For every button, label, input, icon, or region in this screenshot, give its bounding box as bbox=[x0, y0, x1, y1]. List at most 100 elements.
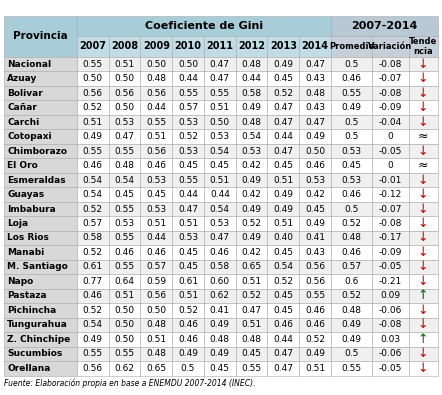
Bar bbox=[267, 332, 299, 346]
Bar bbox=[4, 100, 77, 115]
Text: 0.48: 0.48 bbox=[210, 335, 230, 344]
Bar bbox=[299, 130, 331, 144]
Bar bbox=[299, 173, 331, 187]
Text: Nacional: Nacional bbox=[7, 60, 51, 69]
Bar bbox=[204, 216, 236, 231]
Bar bbox=[408, 318, 438, 332]
Text: 0.53: 0.53 bbox=[146, 205, 166, 214]
Bar bbox=[141, 202, 172, 216]
Text: 0.53: 0.53 bbox=[146, 175, 166, 184]
Text: 0.51: 0.51 bbox=[210, 175, 230, 184]
Text: 0.56: 0.56 bbox=[305, 262, 325, 271]
Text: 0.55: 0.55 bbox=[210, 89, 230, 98]
Bar bbox=[172, 202, 204, 216]
Text: ↓: ↓ bbox=[418, 188, 428, 201]
Bar bbox=[299, 57, 331, 71]
Bar bbox=[408, 260, 438, 274]
Bar bbox=[299, 346, 331, 361]
Text: 0.49: 0.49 bbox=[242, 205, 262, 214]
Bar bbox=[372, 173, 408, 187]
Text: 0.49: 0.49 bbox=[210, 320, 230, 329]
Text: 2012: 2012 bbox=[238, 41, 265, 51]
Text: 0.42: 0.42 bbox=[305, 190, 325, 199]
Bar bbox=[172, 361, 204, 376]
Bar bbox=[4, 187, 77, 202]
Bar bbox=[408, 231, 438, 245]
Bar bbox=[299, 231, 331, 245]
Text: 0.47: 0.47 bbox=[274, 118, 293, 127]
Bar bbox=[77, 57, 109, 71]
Text: 2008: 2008 bbox=[111, 41, 138, 51]
Text: 0.5: 0.5 bbox=[181, 364, 195, 373]
Text: 0.46: 0.46 bbox=[83, 292, 103, 301]
Text: 0.56: 0.56 bbox=[146, 147, 166, 156]
Bar bbox=[172, 144, 204, 158]
Bar bbox=[408, 36, 438, 57]
Text: 0.09: 0.09 bbox=[380, 292, 400, 301]
Text: 0.48: 0.48 bbox=[146, 320, 166, 329]
Bar bbox=[331, 36, 372, 57]
Text: 0.53: 0.53 bbox=[178, 233, 198, 243]
Bar bbox=[331, 332, 372, 346]
Bar bbox=[372, 202, 408, 216]
Text: El Oro: El Oro bbox=[7, 161, 38, 170]
Bar bbox=[236, 245, 267, 260]
Text: 0.5: 0.5 bbox=[344, 132, 359, 141]
Bar bbox=[267, 86, 299, 100]
Bar bbox=[408, 216, 438, 231]
Text: 0.47: 0.47 bbox=[305, 60, 325, 69]
Bar bbox=[408, 100, 438, 115]
Text: 0.55: 0.55 bbox=[83, 147, 103, 156]
Bar bbox=[236, 187, 267, 202]
Text: Sucumbios: Sucumbios bbox=[7, 349, 62, 358]
Text: -0.08: -0.08 bbox=[379, 320, 402, 329]
Bar bbox=[372, 144, 408, 158]
Bar bbox=[109, 57, 141, 71]
Bar bbox=[141, 216, 172, 231]
Bar bbox=[372, 216, 408, 231]
Text: 0.49: 0.49 bbox=[342, 103, 362, 112]
Bar bbox=[204, 71, 236, 86]
Bar bbox=[204, 245, 236, 260]
Bar bbox=[267, 289, 299, 303]
Bar bbox=[299, 187, 331, 202]
Bar bbox=[204, 130, 236, 144]
Text: 0.54: 0.54 bbox=[274, 262, 293, 271]
Text: 0.55: 0.55 bbox=[114, 233, 134, 243]
Bar bbox=[204, 36, 236, 57]
Bar bbox=[77, 361, 109, 376]
Bar bbox=[372, 130, 408, 144]
Bar bbox=[236, 130, 267, 144]
Text: Pichincha: Pichincha bbox=[7, 306, 56, 315]
Bar bbox=[4, 57, 77, 71]
Bar bbox=[299, 202, 331, 216]
Text: 0.55: 0.55 bbox=[114, 147, 134, 156]
Bar bbox=[141, 318, 172, 332]
Bar bbox=[236, 346, 267, 361]
Text: 0.56: 0.56 bbox=[305, 277, 325, 286]
Text: 0.45: 0.45 bbox=[274, 248, 293, 257]
Text: 0.44: 0.44 bbox=[274, 132, 293, 141]
Bar bbox=[141, 144, 172, 158]
Bar bbox=[236, 100, 267, 115]
Bar bbox=[372, 318, 408, 332]
Bar bbox=[77, 144, 109, 158]
Text: 0.64: 0.64 bbox=[114, 277, 134, 286]
Text: Bolivar: Bolivar bbox=[7, 89, 43, 98]
Text: 0.48: 0.48 bbox=[114, 161, 134, 170]
Text: 0.47: 0.47 bbox=[210, 60, 230, 69]
Bar bbox=[331, 346, 372, 361]
Text: 0.54: 0.54 bbox=[210, 147, 230, 156]
Text: 0.51: 0.51 bbox=[241, 320, 262, 329]
Text: ↓: ↓ bbox=[418, 362, 428, 375]
Bar bbox=[109, 245, 141, 260]
Text: 2009: 2009 bbox=[143, 41, 170, 51]
Text: 2011: 2011 bbox=[206, 41, 233, 51]
Text: ↓: ↓ bbox=[418, 304, 428, 317]
Bar bbox=[109, 115, 141, 130]
Bar bbox=[408, 332, 438, 346]
Text: -0.05: -0.05 bbox=[379, 364, 402, 373]
Bar bbox=[408, 245, 438, 260]
Bar bbox=[109, 202, 141, 216]
Bar bbox=[109, 173, 141, 187]
